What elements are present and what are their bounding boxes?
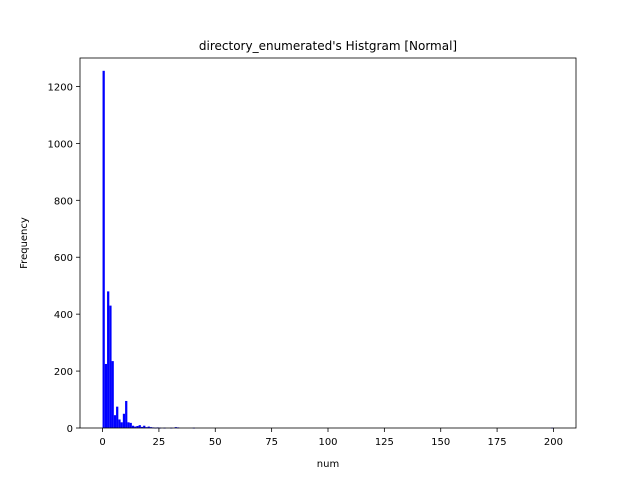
x-axis-label: num — [317, 459, 339, 470]
histogram-bar-21 — [149, 427, 153, 428]
y-axis-label: Frequency — [19, 217, 30, 269]
histogram-bar-11 — [127, 422, 130, 428]
y-tick-label-0: 0 — [67, 424, 73, 435]
y-axis-ticks: 0 200 400 600 800 1000 1200 — [48, 82, 80, 435]
histogram-bar-9 — [122, 413, 126, 428]
y-tick-label-1: 200 — [54, 367, 73, 378]
x-tick-label-6: 150 — [431, 437, 450, 448]
y-tick-label-4: 800 — [54, 196, 73, 207]
histogram-bar-18 — [143, 425, 146, 428]
histogram-bar-3 — [109, 305, 112, 428]
histogram-bar-14 — [134, 426, 137, 428]
histogram-bar-15 — [136, 426, 139, 428]
x-tick-label-8: 200 — [544, 437, 563, 448]
histogram-bar-13 — [131, 425, 135, 428]
x-tick-label-2: 50 — [209, 437, 222, 448]
histogram-bar-20 — [147, 426, 150, 428]
bars-group — [102, 70, 554, 429]
x-tick-label-5: 125 — [375, 437, 394, 448]
x-tick-label-3: 75 — [265, 437, 278, 448]
histogram-bar-17 — [140, 426, 144, 428]
y-tick-label-6: 1200 — [48, 82, 73, 93]
histogram-bar-6 — [116, 406, 119, 428]
histogram-bar-2 — [107, 291, 110, 428]
x-tick-label-4: 100 — [318, 437, 337, 448]
y-tick-label-5: 1000 — [48, 139, 73, 150]
x-tick-label-1: 25 — [153, 437, 166, 448]
histogram-bar-28 — [174, 427, 177, 428]
histogram-bar-1 — [104, 363, 108, 428]
histogram-bar-8 — [120, 422, 123, 428]
histogram-bar-12 — [129, 422, 132, 428]
histogram-bar-7 — [118, 419, 121, 428]
histogram-bar-5 — [113, 415, 117, 428]
y-tick-label-3: 600 — [54, 253, 73, 264]
histogram-bar-10 — [125, 400, 128, 428]
x-tick-label-0: 0 — [99, 437, 105, 448]
histogram-bar-0 — [102, 70, 105, 429]
y-tick-label-2: 400 — [54, 310, 73, 321]
x-tick-label-7: 175 — [488, 437, 507, 448]
histogram-bar-4 — [111, 361, 114, 428]
histogram-bar-19 — [145, 427, 148, 428]
plot-frame — [79, 57, 577, 429]
chart-title: directory_enumerated's Histgram [Normal] — [199, 39, 457, 53]
histogram-bar-16 — [138, 425, 141, 428]
x-axis-ticks: 0 25 50 75 100 125 150 175 200 — [99, 428, 563, 448]
